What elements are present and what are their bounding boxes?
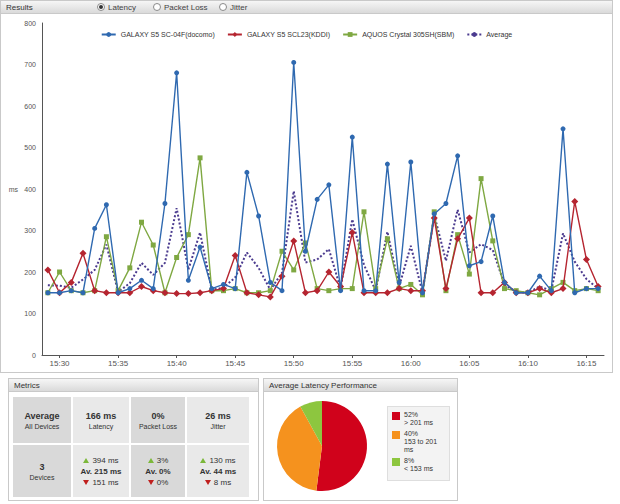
html-text:Devices: Devices	[29, 473, 55, 481]
html-text:153 to 201 ms: 153 to 201 ms	[404, 438, 438, 453]
svg-text:15:35: 15:35	[108, 359, 129, 368]
html-text:0%: 0%	[151, 410, 165, 421]
svg-text:Average: Average	[486, 31, 512, 39]
html-text:166 ms: 166 ms	[85, 410, 117, 421]
html-text:0%: 0%	[156, 477, 169, 487]
svg-text:AQUOS Crystal 305SH(SBM): AQUOS Crystal 305SH(SBM)	[362, 31, 454, 39]
svg-text:15:50: 15:50	[284, 359, 305, 368]
html-text:Average: Average	[24, 410, 60, 421]
html-text:26 ms: 26 ms	[205, 410, 231, 421]
html-text:Av. 44 ms: Av. 44 ms	[199, 466, 237, 476]
svg-text:16:10: 16:10	[518, 359, 539, 368]
html-text:All Devices: All Devices	[24, 422, 60, 430]
svg-text:15:40: 15:40	[167, 359, 188, 368]
svg-text:ms: ms	[9, 186, 19, 193]
html-text:8 ms: 8 ms	[213, 477, 232, 487]
html-text:Metrics: Metrics	[14, 381, 40, 390]
html-text:Results: Results	[6, 3, 33, 12]
svg-text:15:55: 15:55	[342, 359, 363, 368]
svg-text:15:45: 15:45	[225, 359, 246, 368]
html-text:< 153 ms: < 153 ms	[404, 465, 433, 472]
svg-text:0: 0	[32, 352, 36, 359]
html-text:Av. 0%: Av. 0%	[145, 466, 171, 476]
html-text:151 ms: 151 ms	[92, 477, 119, 487]
html-text:3%: 3%	[156, 455, 169, 465]
svg-text:400: 400	[24, 186, 36, 193]
svg-text:16:00: 16:00	[401, 359, 422, 368]
svg-text:15:30: 15:30	[50, 359, 71, 368]
html-text:> 201 ms: > 201 ms	[404, 419, 433, 426]
html-text:Jitter: Jitter	[210, 422, 226, 430]
svg-text:GALAXY S5 SCL23(KDDI): GALAXY S5 SCL23(KDDI)	[247, 31, 330, 39]
svg-text:100: 100	[24, 310, 36, 317]
svg-text:200: 200	[24, 269, 36, 276]
html-text:394 ms: 394 ms	[92, 455, 119, 465]
svg-text:700: 700	[24, 61, 36, 68]
html-text:8%: 8%	[404, 457, 415, 464]
html-text:Latency: Latency	[88, 422, 114, 430]
html-text:40%: 40%	[404, 430, 418, 437]
svg-text:16:15: 16:15	[576, 359, 597, 368]
svg-text:600: 600	[24, 103, 36, 110]
html-text:52%: 52%	[404, 411, 418, 418]
html-text:Packet Loss: Packet Loss	[138, 422, 178, 430]
html-text:Average Latency Performance: Average Latency Performance	[269, 381, 377, 390]
svg-text:GALAXY S5 SC-04F(docomo): GALAXY S5 SC-04F(docomo)	[121, 31, 215, 39]
svg-text:16:05: 16:05	[459, 359, 480, 368]
html-text:3: 3	[39, 461, 45, 472]
svg-text:300: 300	[24, 227, 36, 234]
html-text:Av. 215 ms: Av. 215 ms	[80, 466, 122, 476]
html-text:Packet Loss: Packet Loss	[164, 3, 208, 12]
html-text:Jitter: Jitter	[230, 3, 248, 12]
svg-text:500: 500	[24, 144, 36, 151]
html-text:130 ms: 130 ms	[209, 455, 236, 465]
html-text:Latency: Latency	[108, 3, 136, 12]
svg-text:800: 800	[24, 20, 36, 27]
